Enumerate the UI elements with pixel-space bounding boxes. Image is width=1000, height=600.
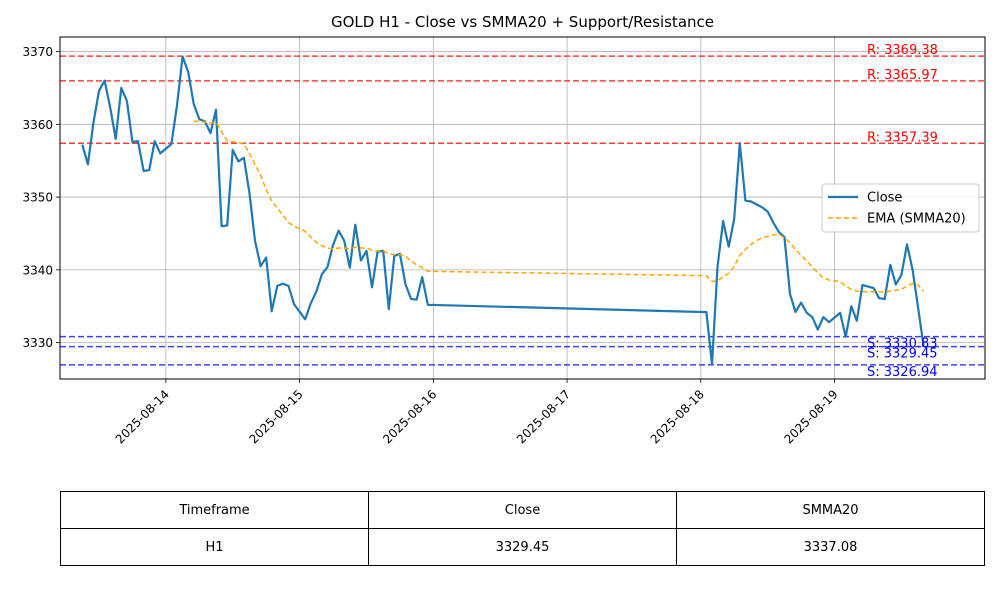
- header-close: Close: [368, 491, 677, 529]
- smma20-series-line: [193, 120, 925, 294]
- x-tick-label: 2025-08-16: [380, 387, 439, 446]
- legend-box: [821, 183, 980, 233]
- legend-label: Close: [867, 191, 902, 206]
- y-tick-label: 3360: [22, 118, 53, 132]
- support-label: S: 3330.83: [867, 337, 938, 352]
- cell-smma20: 3337.08: [676, 528, 985, 566]
- table-header-row: Timeframe Close SMMA20: [60, 491, 985, 529]
- y-tick-label: 3340: [22, 263, 53, 277]
- x-tick-label: 2025-08-14: [113, 387, 172, 446]
- x-tick-label: 2025-08-19: [781, 387, 840, 446]
- support-label: S: 3326.94: [867, 365, 938, 380]
- cell-timeframe: H1: [60, 528, 369, 566]
- plot-frame: [59, 36, 986, 380]
- y-tick-label: 3370: [22, 45, 53, 59]
- resistance-label: R: 3365.97: [867, 68, 938, 83]
- close-series-line: [81, 55, 925, 366]
- summary-table: Timeframe Close SMMA20 H1 3329.45 3337.0…: [60, 491, 985, 566]
- x-tick-label: 2025-08-15: [247, 387, 306, 446]
- x-tick-label: 2025-08-18: [648, 387, 707, 446]
- chart: GOLD H1 - Close vs SMMA20 + Support/Resi…: [22, 13, 986, 446]
- resistance-label: R: 3357.39: [867, 130, 938, 145]
- support-label: S: 3329.45: [867, 347, 938, 362]
- table-row: H1 3329.45 3337.08: [60, 528, 985, 566]
- header-timeframe: Timeframe: [60, 491, 369, 529]
- legend-label: EMA (SMMA20): [867, 212, 966, 227]
- y-tick-label: 3330: [22, 336, 53, 350]
- x-tick-label: 2025-08-17: [514, 387, 573, 446]
- resistance-label: R: 3369.38: [867, 43, 938, 58]
- cell-close: 3329.45: [368, 528, 677, 566]
- header-smma20: SMMA20: [676, 491, 985, 529]
- y-tick-label: 3350: [22, 191, 53, 205]
- chart-title: GOLD H1 - Close vs SMMA20 + Support/Resi…: [331, 13, 714, 31]
